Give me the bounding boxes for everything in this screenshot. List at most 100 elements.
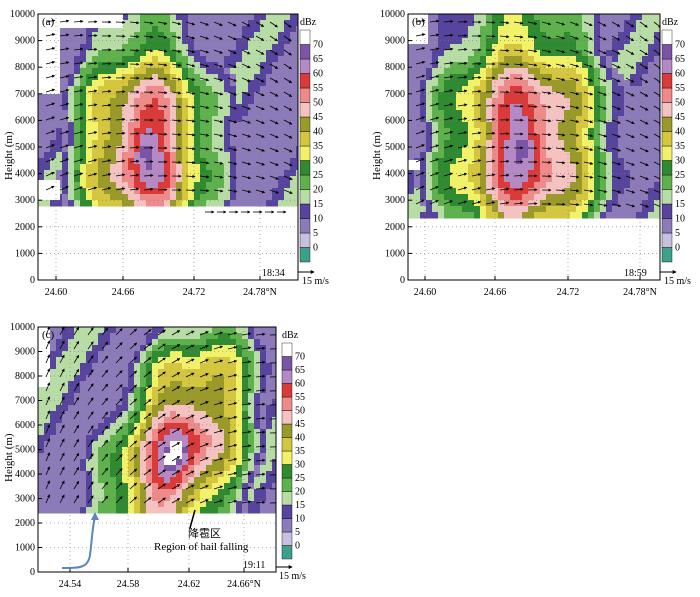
reflectivity-cell [122, 164, 129, 171]
reflectivity-cell [122, 327, 129, 334]
reflectivity-cell [200, 140, 207, 147]
reflectivity-cell [444, 44, 451, 51]
reflectivity-cell [272, 98, 279, 105]
wind-vector [185, 119, 196, 123]
reflectivity-cell [528, 20, 535, 27]
reflectivity-cell [522, 134, 529, 141]
reflectivity-cell [254, 62, 261, 69]
reflectivity-cell [158, 375, 165, 382]
reflectivity-cell [158, 381, 165, 388]
reflectivity-cell [618, 128, 625, 135]
reflectivity-cell [486, 212, 493, 219]
reflectivity-cell [56, 176, 63, 183]
reflectivity-cell [74, 465, 81, 472]
reflectivity-cell [468, 92, 475, 99]
reflectivity-cell [438, 206, 445, 213]
reflectivity-cell [462, 86, 469, 93]
reflectivity-cell [212, 441, 219, 448]
reflectivity-cell [164, 483, 171, 490]
reflectivity-cell [606, 26, 613, 33]
reflectivity-cell [636, 62, 643, 69]
reflectivity-cell [140, 122, 147, 129]
reflectivity-cell [86, 375, 93, 382]
reflectivity-cell [420, 80, 427, 87]
reflectivity-cell [272, 122, 279, 129]
reflectivity-cell [50, 501, 57, 508]
reflectivity-cell [218, 459, 225, 466]
wind-vector [241, 430, 252, 434]
reflectivity-cell [62, 128, 69, 135]
reflectivity-cell [444, 128, 451, 135]
reflectivity-cell [648, 152, 655, 159]
wind-vector [429, 144, 440, 149]
reflectivity-cell [528, 86, 535, 93]
reflectivity-cell [182, 188, 189, 195]
reflectivity-cell [432, 86, 439, 93]
reflectivity-cell [618, 50, 625, 57]
colorbar-label: 5 [313, 228, 318, 239]
reflectivity-cell [528, 200, 535, 207]
reflectivity-cell [170, 176, 177, 183]
reflectivity-cell [170, 74, 177, 81]
reflectivity-cell [122, 146, 129, 153]
reflectivity-cell [98, 363, 105, 370]
reflectivity-cell [558, 44, 565, 51]
wind-vector [255, 105, 265, 111]
reflectivity-cell [206, 411, 213, 418]
reflectivity-cell [582, 212, 589, 219]
reflectivity-cell [426, 44, 433, 51]
reflectivity-cell [158, 188, 165, 195]
reflectivity-cell [116, 182, 123, 189]
reflectivity-cell [456, 128, 463, 135]
reflectivity-cell [224, 200, 231, 207]
reflectivity-cell [182, 357, 189, 364]
reflectivity-cell [236, 507, 243, 514]
wind-vector [101, 467, 109, 476]
reflectivity-cell [474, 182, 481, 189]
reflectivity-cell [110, 110, 117, 117]
reflectivity-cell [98, 429, 105, 436]
reflectivity-cell [528, 80, 535, 87]
reflectivity-cell [194, 50, 201, 57]
reflectivity-cell [80, 26, 87, 33]
reflectivity-cell [540, 128, 547, 135]
reflectivity-cell [570, 140, 577, 147]
reflectivity-cell [612, 98, 619, 105]
reflectivity-cell [74, 441, 81, 448]
reflectivity-cell [116, 399, 123, 406]
reflectivity-cell [152, 80, 159, 87]
reflectivity-cell [236, 363, 243, 370]
reflectivity-cell [152, 128, 159, 135]
reflectivity-cell [140, 158, 147, 165]
reflectivity-cell [444, 152, 451, 159]
reflectivity-cell [140, 471, 147, 478]
wind-vector [199, 77, 210, 82]
reflectivity-cell [140, 26, 147, 33]
reflectivity-cell [254, 14, 261, 21]
reflectivity-cell [230, 98, 237, 105]
reflectivity-cell [242, 128, 249, 135]
wind-vector [143, 62, 154, 67]
reflectivity-cell [242, 369, 249, 376]
wind-vector [639, 63, 649, 70]
reflectivity-cell [158, 194, 165, 201]
reflectivity-cell [104, 411, 111, 418]
reflectivity-cell [606, 206, 613, 213]
reflectivity-cell [218, 152, 225, 159]
reflectivity-cell [272, 20, 279, 27]
reflectivity-cell [56, 104, 63, 111]
reflectivity-cell [642, 212, 649, 219]
reflectivity-cell [122, 369, 129, 376]
reflectivity-cell [570, 50, 577, 57]
reflectivity-cell [606, 14, 613, 21]
reflectivity-cell [116, 92, 123, 99]
reflectivity-cell [146, 80, 153, 87]
wind-vector [227, 63, 237, 68]
reflectivity-cell [224, 441, 231, 448]
reflectivity-cell [236, 489, 243, 496]
reflectivity-cell [528, 212, 535, 219]
reflectivity-cell [44, 429, 51, 436]
reflectivity-cell [194, 38, 201, 45]
reflectivity-cell [206, 507, 213, 514]
reflectivity-cell [248, 381, 255, 388]
